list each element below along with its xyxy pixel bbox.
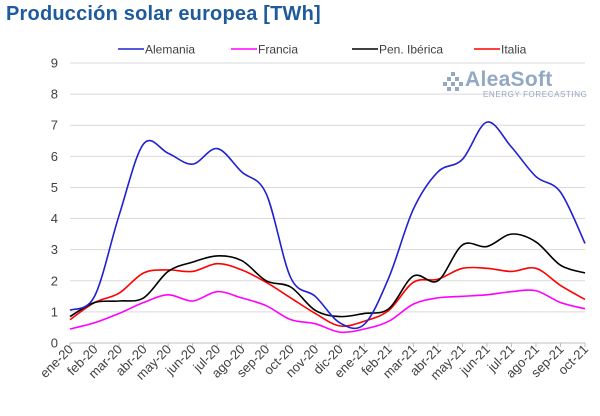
series-line-alemania: [69, 121, 586, 330]
logo-subtitle: ENERGY FORECASTING: [483, 90, 588, 99]
y-axis-ticks: 0 1 2 3 4 5 6 7 8 9: [51, 56, 58, 351]
y-tick-label: 4: [51, 211, 58, 226]
logo-name: AleaSoft: [465, 68, 553, 91]
legend-label: Italia: [501, 43, 527, 57]
legend-label: Francia: [258, 43, 298, 57]
series-line-italia: [69, 262, 586, 327]
legend-label: Alemania: [145, 43, 195, 57]
y-tick-label: 2: [51, 273, 58, 288]
x-axis-ticks: ene-20feb-20mar-20abr-20may-20jun-20jul-…: [37, 342, 591, 383]
logo-mark-icon: [443, 72, 463, 91]
y-tick-label: 5: [51, 180, 58, 195]
y-tick-label: 3: [51, 242, 58, 257]
series-lines: [69, 121, 586, 334]
aleasoft-logo: AleaSoft ENERGY FORECASTING: [437, 68, 595, 104]
legend-label: Pen. Ibérica: [379, 43, 443, 57]
chart-title: Producción solar europea [TWh]: [6, 3, 321, 25]
y-tick-label: 8: [51, 87, 58, 102]
series-line-francia: [69, 289, 586, 334]
legend: Alemania Francia Pen. Ibérica Italia: [118, 43, 527, 57]
y-tick-label: 6: [51, 149, 58, 164]
y-tick-label: 1: [51, 304, 58, 319]
y-tick-label: 9: [51, 56, 58, 71]
y-tick-label: 7: [51, 118, 58, 133]
series-line-pen-ib-rica: [69, 233, 586, 318]
y-tick-label: 0: [51, 336, 58, 351]
grid-lines: [70, 62, 585, 344]
